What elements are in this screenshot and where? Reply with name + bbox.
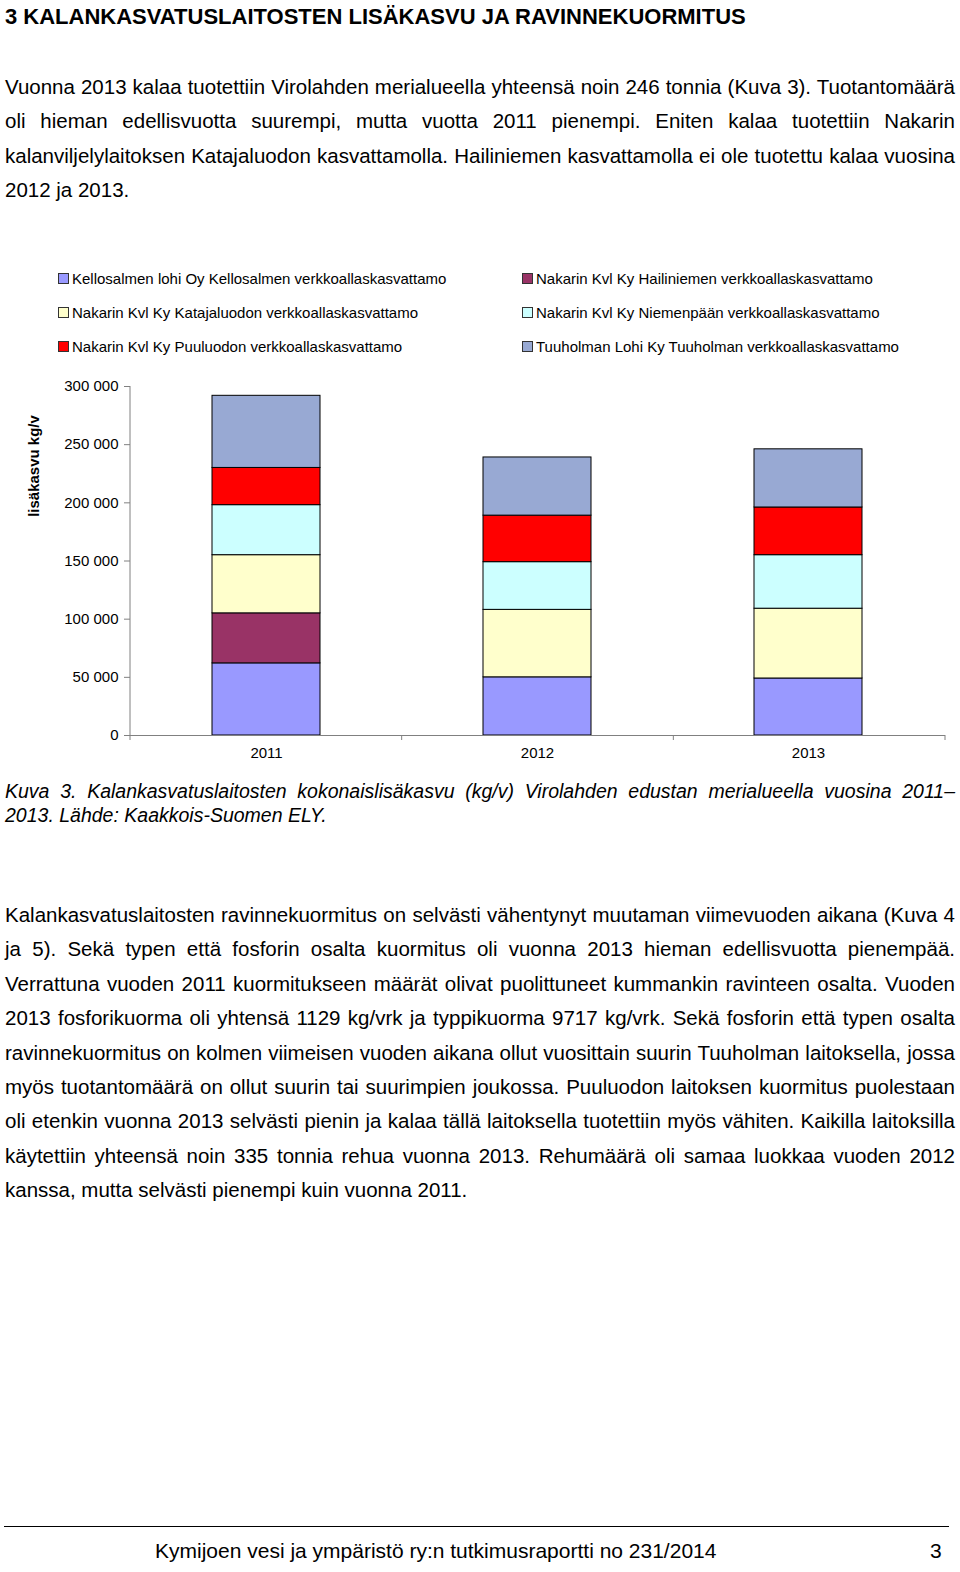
html-text:Kalankasvatuslaitosten ravinne: Kalankasvatuslaitosten ravinnekuormitus … [5,903,955,1202]
svg-text:0: 0 [110,726,118,743]
html-text:Tuuholman Lohi Ky Tuuholman ve: Tuuholman Lohi Ky Tuuholman verkkoallask… [536,337,899,355]
html-text:lisäkasvu kg/v: lisäkasvu kg/v [24,415,42,517]
svg-text:2012: 2012 [521,744,554,761]
svg-text:2011: 2011 [250,744,282,761]
svg-text:2013: 2013 [792,744,825,761]
svg-text:250 000: 250 000 [64,435,118,452]
html-text:Kymijoen vesi ja ympäristö ry:: Kymijoen vesi ja ympäristö ry:n tutkimus… [155,1539,717,1562]
svg-text:50 000: 50 000 [73,668,119,685]
html-text:Nakarin Kvl Ky Katajaluodon ve: Nakarin Kvl Ky Katajaluodon verkkoallask… [72,303,418,321]
html-text:Nakarin Kvl Ky Hailiniemen ver: Nakarin Kvl Ky Hailiniemen verkkoallaska… [536,269,873,287]
svg-text:300 000: 300 000 [64,377,118,394]
html-text:Nakarin Kvl Ky Niemenpään verk: Nakarin Kvl Ky Niemenpään verkkoallaskas… [536,303,880,321]
html-text:Kellosalmen lohi Oy Kellosalme: Kellosalmen lohi Oy Kellosalmen verkkoal… [72,269,447,287]
html-text:Vuonna 2013 kalaa tuotettiin V: Vuonna 2013 kalaa tuotettiin Virolahden … [5,75,955,202]
html-text:Kuva 3. Kalankasvatuslaitosten: Kuva 3. Kalankasvatuslaitosten kokonaisl… [5,780,955,826]
html-text:Nakarin Kvl Ky Puuluodon verkk: Nakarin Kvl Ky Puuluodon verkkoallaskasv… [72,337,403,355]
html-text:3: 3 [930,1539,942,1562]
html-text:3 KALANKASVATUSLAITOSTEN LISÄK: 3 KALANKASVATUSLAITOSTEN LISÄKASVU JA RA… [5,4,746,29]
svg-text:100 000: 100 000 [64,610,118,627]
svg-text:200 000: 200 000 [64,494,118,511]
svg-text:150 000: 150 000 [64,552,118,569]
